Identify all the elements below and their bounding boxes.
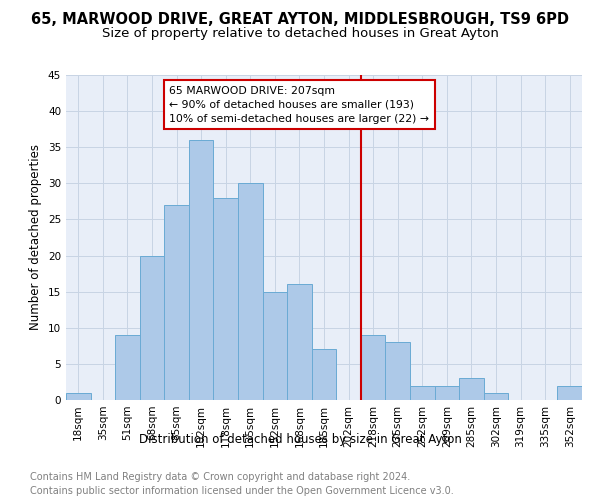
Text: 65 MARWOOD DRIVE: 207sqm
← 90% of detached houses are smaller (193)
10% of semi-: 65 MARWOOD DRIVE: 207sqm ← 90% of detach… [169,86,429,124]
Bar [115,335,140,400]
Bar [214,198,238,400]
Bar [459,378,484,400]
Bar [287,284,312,400]
Text: Contains HM Land Registry data © Crown copyright and database right 2024.: Contains HM Land Registry data © Crown c… [30,472,410,482]
Bar [189,140,214,400]
Bar [263,292,287,400]
Bar [434,386,459,400]
Bar [66,393,91,400]
Bar [164,205,189,400]
Text: Distribution of detached houses by size in Great Ayton: Distribution of detached houses by size … [139,432,461,446]
Text: Size of property relative to detached houses in Great Ayton: Size of property relative to detached ho… [101,28,499,40]
Bar [385,342,410,400]
Text: 65, MARWOOD DRIVE, GREAT AYTON, MIDDLESBROUGH, TS9 6PD: 65, MARWOOD DRIVE, GREAT AYTON, MIDDLESB… [31,12,569,28]
Y-axis label: Number of detached properties: Number of detached properties [29,144,43,330]
Bar [484,393,508,400]
Bar [140,256,164,400]
Bar [557,386,582,400]
Bar [312,350,336,400]
Bar [410,386,434,400]
Bar [238,184,263,400]
Text: Contains public sector information licensed under the Open Government Licence v3: Contains public sector information licen… [30,486,454,496]
Bar [361,335,385,400]
